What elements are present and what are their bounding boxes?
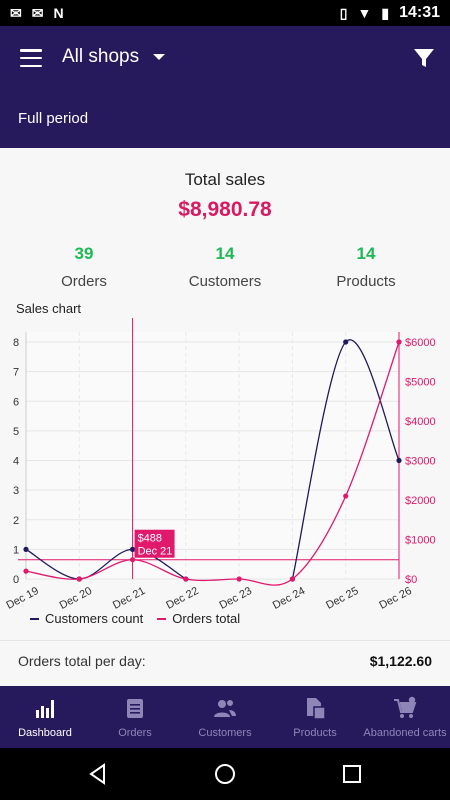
orders-per-day-value: $1,122.60	[369, 653, 432, 669]
legend-item-orders[interactable]: Orders total	[157, 611, 240, 626]
wifi-icon: ▼	[357, 5, 372, 21]
nav-abandoned-carts[interactable]: Abandoned carts	[360, 686, 450, 748]
stat-products-value: 14	[356, 244, 376, 263]
series-line-customers	[25, 548, 187, 580]
nav-orders[interactable]: Orders	[90, 686, 180, 748]
x-tick-label: Dec 21	[111, 585, 147, 610]
stat-products-label: Products	[336, 273, 396, 290]
y-right-tick-label: $5000	[405, 377, 436, 389]
nav-products-label: Products	[293, 727, 337, 739]
legend-item-customers[interactable]: Customers count	[30, 611, 143, 626]
status-time: 14:31	[399, 4, 440, 21]
y-right-tick-label: $2000	[405, 495, 436, 507]
y-right-tick-label: $4000	[405, 416, 436, 428]
nav-abandoned-carts-label: Abandoned carts	[363, 727, 447, 739]
chart-title: Sales chart	[16, 301, 82, 316]
orders-per-day-label: Orders total per day:	[18, 653, 146, 669]
x-tick-label: Dec 24	[271, 585, 307, 610]
home-icon[interactable]	[213, 762, 237, 786]
data-point-customers	[129, 546, 136, 552]
x-tick-label: Dec 26	[377, 585, 413, 610]
document-icon	[307, 698, 326, 720]
stat-orders-value: 39	[74, 244, 94, 263]
total-sales-label: Total sales	[184, 170, 266, 189]
n-notification-icon: N	[53, 5, 64, 21]
stat-customers[interactable]: 14 Customers	[155, 244, 295, 290]
x-tick-label: Dec 20	[58, 585, 94, 610]
y-left-tick-label: 3	[13, 485, 19, 497]
y-right-tick-label: $1000	[405, 535, 436, 547]
nav-orders-label: Orders	[118, 727, 152, 739]
x-tick-label: Dec 23	[218, 585, 254, 610]
data-point-orders	[23, 568, 29, 574]
vibrate-icon: ▯	[339, 4, 348, 21]
total-sales-value: $8,980.78	[178, 198, 272, 221]
shop-selector[interactable]: All shops	[62, 46, 166, 68]
x-tick-label: Dec 25	[324, 585, 360, 610]
legend-label-customers: Customers count	[45, 611, 144, 626]
legend-swatch-customers	[30, 617, 39, 620]
data-point-customers	[343, 339, 349, 345]
app-bar: All shops Full period	[0, 26, 450, 148]
y-left-tick-label: 2	[13, 515, 19, 527]
data-point-orders	[76, 576, 82, 582]
tooltip-date: Dec 21	[138, 546, 173, 558]
chart-legend: Customers count Orders total	[30, 611, 240, 626]
stat-orders-label: Orders	[61, 273, 107, 290]
menu-icon[interactable]	[20, 49, 42, 67]
tooltip-value: $488	[138, 533, 162, 545]
system-navigation-bar	[0, 748, 450, 800]
cart-icon	[394, 696, 417, 718]
gmail-icon: ✉	[31, 4, 44, 21]
stat-products[interactable]: 14 Products	[296, 244, 436, 290]
x-tick-label: Dec 19	[4, 585, 40, 610]
filter-icon[interactable]	[412, 46, 436, 70]
y-left-tick-label: 0	[13, 574, 19, 586]
clipboard-icon	[127, 699, 143, 718]
stat-customers-label: Customers	[188, 273, 262, 290]
nav-products[interactable]: Products	[270, 686, 360, 748]
y-left-tick-label: 1	[13, 544, 19, 556]
data-point-orders	[183, 576, 189, 582]
data-point-orders	[129, 557, 136, 563]
nav-customers-label: Customers	[198, 727, 252, 739]
y-right-tick-label: $6000	[405, 337, 436, 349]
data-point-orders	[236, 576, 242, 582]
orders-per-day-row: Orders total per day: $1,122.60	[0, 640, 450, 686]
nav-dashboard[interactable]: Dashboard	[0, 686, 90, 748]
sales-chart[interactable]: 0 1 2 3 4 5 6 7 8 $0 $1000 $2000 $3000 $4000 $5000 $600…	[0, 318, 450, 610]
data-point-customers	[396, 457, 402, 464]
gmail-icon: ✉	[10, 4, 22, 21]
back-icon[interactable]	[86, 762, 110, 786]
y-left-tick-label: 4	[13, 456, 19, 468]
y-right-tick-label: $0	[405, 574, 417, 586]
stat-orders[interactable]: 39 Orders	[14, 244, 154, 290]
caret-down-icon	[153, 54, 166, 60]
bottom-navigation: Dashboard Orders Customers Products Aban…	[0, 686, 450, 748]
status-bar: ✉ ✉ N ▯ ▼ ▮ 14:31	[0, 0, 450, 26]
bar-chart-icon	[36, 700, 54, 718]
period-selector[interactable]: Full period	[18, 110, 89, 127]
y-right-tick-label: $3000	[405, 456, 436, 468]
battery-icon: ▮	[381, 4, 390, 21]
nav-dashboard-label: Dashboard	[18, 727, 72, 739]
recents-icon[interactable]	[340, 762, 364, 786]
data-point-orders	[396, 339, 402, 345]
legend-label-orders: Orders total	[172, 611, 241, 626]
x-tick-label: Dec 22	[164, 585, 200, 610]
y-left-tick-label: 7	[13, 367, 19, 379]
data-point-customers	[23, 546, 29, 552]
data-point-orders	[343, 493, 349, 499]
shop-selector-label: All shops	[62, 46, 140, 67]
stat-customers-value: 14	[215, 244, 235, 263]
y-left-tick-label: 5	[13, 426, 19, 438]
legend-swatch-orders	[157, 617, 167, 620]
nav-customers[interactable]: Customers	[180, 686, 270, 748]
tooltip-box	[134, 529, 175, 558]
y-left-tick-label: 6	[13, 396, 19, 408]
y-left-tick-label: 8	[13, 337, 19, 349]
plot-area	[26, 332, 399, 579]
data-point-orders	[289, 576, 296, 582]
people-icon	[214, 700, 236, 717]
